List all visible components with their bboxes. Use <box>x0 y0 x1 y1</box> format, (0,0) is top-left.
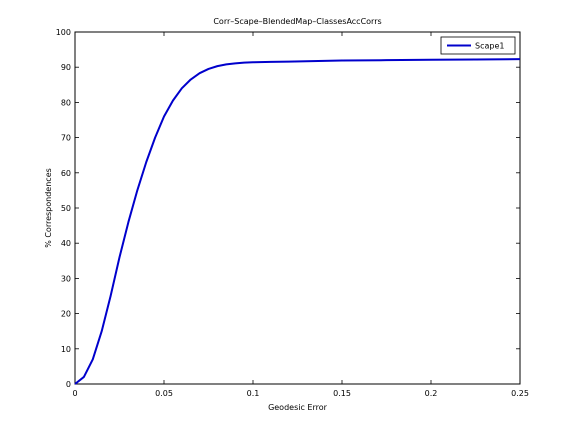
x-tick-label: 0.1 <box>247 389 260 398</box>
y-tick-label: 0 <box>66 380 71 389</box>
legend: Scape1 <box>440 36 516 55</box>
y-tick-label: 100 <box>56 28 71 37</box>
plot-area <box>74 31 521 385</box>
x-tick-label: 0.05 <box>155 389 173 398</box>
x-axis: 0 0.05 0.1 0.15 0.2 0.25 <box>72 32 529 398</box>
series-line-scape1 <box>74 58 521 385</box>
y-tick-label: 90 <box>61 63 71 72</box>
y-tick-label: 30 <box>61 274 71 283</box>
x-tick-label: 0 <box>72 389 77 398</box>
x-tick-label: 0.25 <box>511 389 529 398</box>
series-layer <box>74 58 521 385</box>
y-tick-label: 10 <box>61 345 71 354</box>
y-axis-label: % Correspondences <box>44 168 53 248</box>
y-tick-label: 20 <box>61 310 71 319</box>
x-tick-label: 0.2 <box>425 389 438 398</box>
y-tick-label: 60 <box>61 169 71 178</box>
y-axis: 0 10 20 30 40 50 60 70 80 90 100 <box>56 28 520 389</box>
legend-label-scape1: Scape1 <box>475 42 504 51</box>
chart-title: Corr–Scape–BlendedMap–ClassesAccCorrs <box>213 17 381 26</box>
y-tick-label: 80 <box>61 98 71 107</box>
y-tick-label: 70 <box>61 134 71 143</box>
y-tick-label: 40 <box>61 239 71 248</box>
x-tick-label: 0.15 <box>333 389 351 398</box>
x-axis-label: Geodesic Error <box>268 403 328 412</box>
y-tick-label: 50 <box>61 204 71 213</box>
legend-box <box>440 36 516 55</box>
